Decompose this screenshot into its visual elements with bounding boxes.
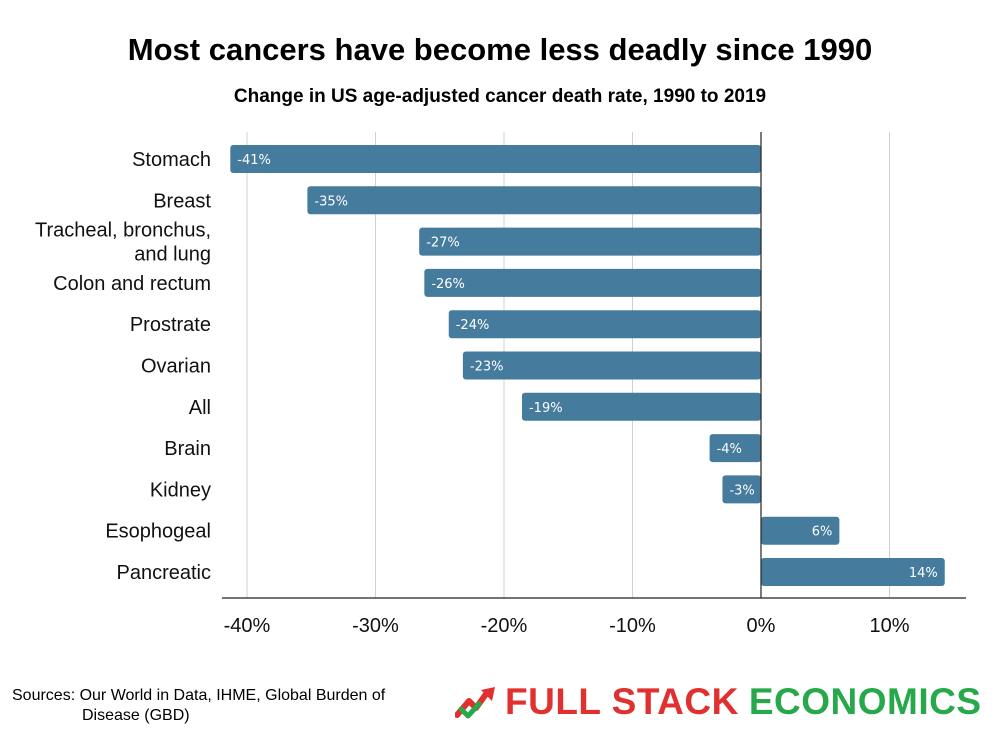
category-label: Colon and rectum bbox=[53, 273, 211, 295]
chart-subtitle: Change in US age-adjusted cancer death r… bbox=[233, 86, 767, 107]
chart-title: Most cancers have become less deadly sin… bbox=[127, 32, 873, 67]
category-label: Pancreatic bbox=[117, 562, 212, 584]
bar-value-label: -24% bbox=[456, 318, 490, 333]
sources-line-1: Sources: Our World in Data, IHME, Global… bbox=[12, 687, 386, 704]
bar-value-label: 14% bbox=[909, 566, 938, 581]
bar-value-label: -41% bbox=[237, 153, 271, 168]
bar-value-label: -27% bbox=[426, 236, 460, 251]
category-label: Prostrate bbox=[130, 314, 211, 336]
category-label: Kidney bbox=[150, 479, 211, 501]
sources-note: Sources: Our World in Data, IHME, Global… bbox=[12, 686, 432, 726]
category-label: Stomach bbox=[132, 149, 211, 171]
sources-line-2: Disease (GBD) bbox=[82, 707, 190, 724]
bar bbox=[419, 227, 761, 256]
bar-value-label: -23% bbox=[470, 360, 504, 375]
bar bbox=[448, 310, 761, 339]
x-tick-label: 0% bbox=[747, 615, 776, 637]
x-tick-label: 10% bbox=[869, 615, 909, 637]
category-label: Brain bbox=[164, 438, 211, 460]
bar bbox=[722, 475, 761, 504]
bar bbox=[462, 351, 761, 380]
logo-text-full-stack: FULL STACK bbox=[505, 681, 739, 722]
category-label: Tracheal, bronchus, bbox=[35, 220, 211, 242]
axis-layer bbox=[222, 132, 966, 599]
category-label: Ovarian bbox=[141, 356, 211, 378]
category-label: and lung bbox=[134, 244, 211, 266]
category-label: Breast bbox=[153, 190, 211, 212]
bar bbox=[307, 186, 761, 215]
trending-up-check-icon bbox=[455, 687, 495, 719]
label-layer: -40% -30% -20% -10% 0% 10% -41% Stomach -35% Brea… bbox=[35, 149, 938, 637]
bar-layer bbox=[230, 145, 945, 586]
bar bbox=[761, 558, 945, 586]
x-tick-label: -10% bbox=[609, 615, 656, 637]
bar-value-label: -4% bbox=[717, 442, 742, 457]
bar bbox=[761, 516, 840, 545]
bar bbox=[709, 434, 761, 463]
bar-chart: -40% -30% -20% -10% 0% 10% -41% Stomach -35% Brea… bbox=[35, 132, 966, 637]
x-tick-label: -30% bbox=[352, 615, 399, 637]
bar-value-label: -19% bbox=[529, 401, 563, 416]
logo-text-economics: ECONOMICS bbox=[748, 681, 982, 722]
bar-value-label: -26% bbox=[431, 277, 465, 292]
bar-value-label: -35% bbox=[314, 194, 348, 209]
category-label: Esophogeal bbox=[105, 521, 211, 543]
bar-value-label: 6% bbox=[812, 525, 833, 540]
category-label: All bbox=[189, 397, 211, 419]
bar-value-label: -3% bbox=[729, 483, 754, 498]
brand-logo: FULL STACK ECONOMICS bbox=[455, 680, 982, 724]
bar bbox=[521, 392, 761, 421]
x-tick-label: -40% bbox=[224, 615, 271, 637]
bar bbox=[424, 268, 761, 297]
bar bbox=[230, 145, 762, 173]
x-tick-label: -20% bbox=[481, 615, 528, 637]
